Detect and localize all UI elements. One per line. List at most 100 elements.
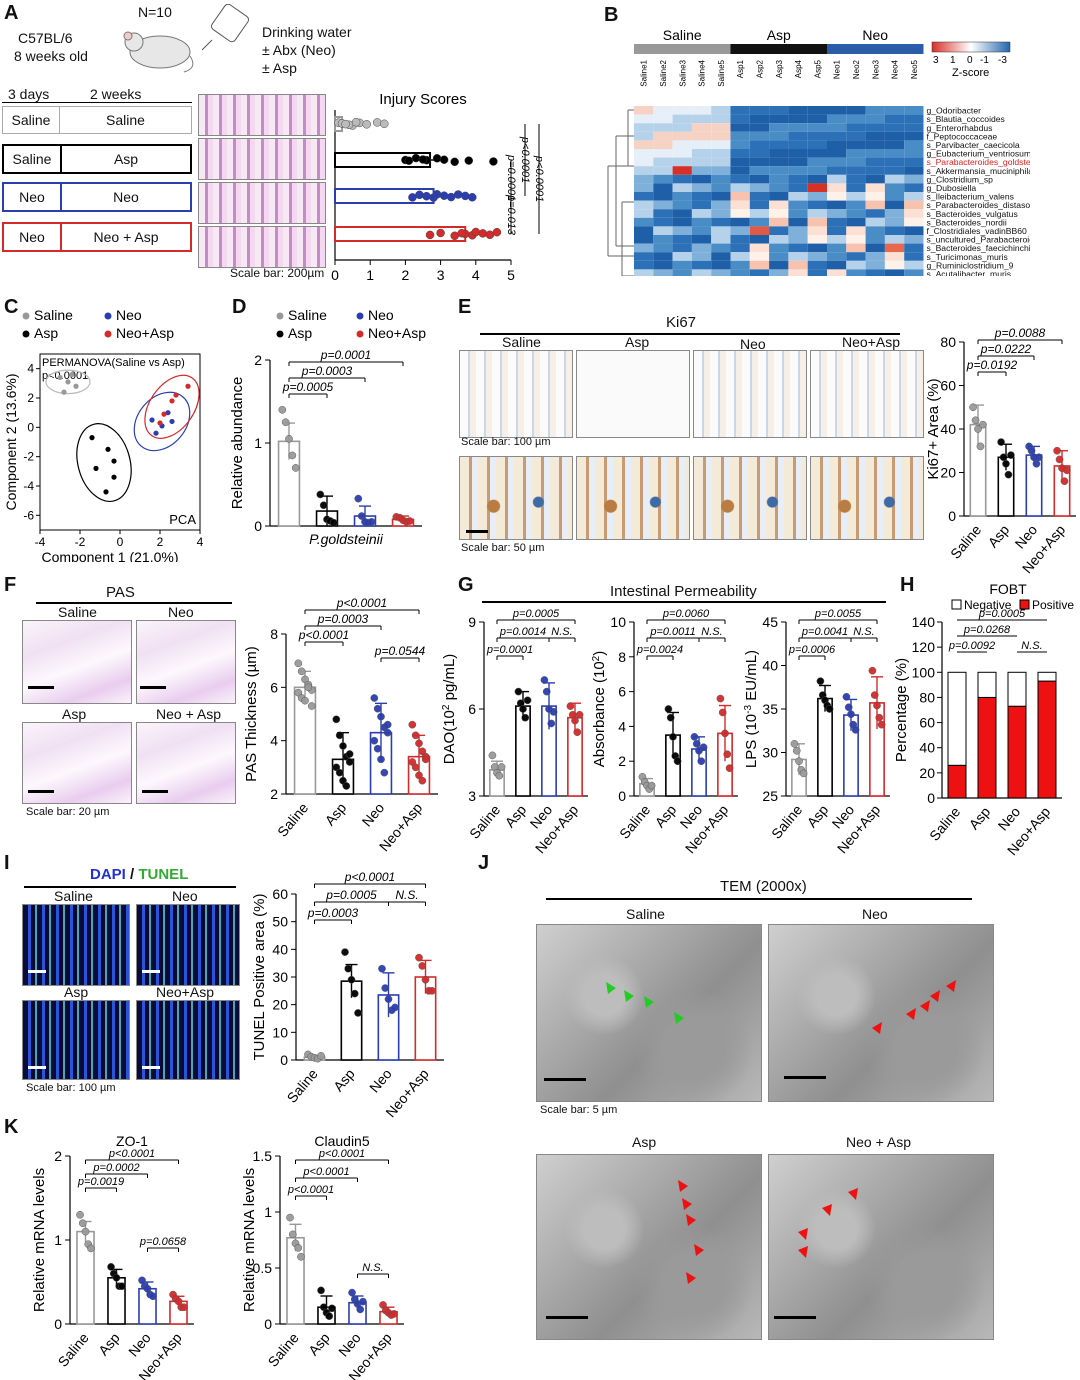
zscore-gradient — [931, 41, 1011, 53]
data-point — [418, 962, 427, 970]
heatmap-cell — [788, 235, 808, 244]
heatmap-cell — [846, 200, 866, 210]
heatmap-cell — [827, 192, 847, 201]
taxon-label: s_Parabacteroides_goldsteinii — [927, 157, 1031, 167]
data-point — [408, 720, 417, 729]
data-point — [377, 755, 385, 764]
y-label-sup: 2 — [441, 704, 452, 710]
heatmap-cell — [807, 260, 827, 270]
data-point — [421, 975, 430, 984]
data-point — [78, 1219, 87, 1228]
zscore-label: Z-score — [952, 67, 989, 79]
x-tick-label: Saline — [616, 801, 653, 841]
heatmap-cell — [672, 149, 692, 158]
heatmap-cell — [904, 106, 924, 115]
heatmap-cell — [865, 131, 885, 141]
permeability-title: Intestinal Permeability — [610, 583, 757, 600]
data-point — [359, 1297, 367, 1306]
heatmap-cell — [691, 243, 712, 253]
tunel-scale: Scale bar: 100 µm — [26, 1082, 116, 1094]
panel-label-j: J — [478, 852, 490, 874]
sig-label: p=0.0268 — [963, 624, 1011, 636]
heatmap-cell — [769, 226, 789, 235]
heatmap-cell — [730, 269, 750, 276]
sig-label: p=0.0658 — [139, 1236, 187, 1248]
heatmap-cell — [865, 252, 885, 261]
y-tick-label: 0 — [54, 1316, 62, 1332]
heatmap-cell — [672, 217, 692, 227]
green-arrow-icons — [606, 982, 684, 1024]
data-point — [87, 1244, 95, 1253]
heatmap-cell — [865, 209, 885, 218]
group-first: Neo — [4, 184, 62, 210]
data-point — [411, 731, 420, 740]
data-point — [523, 696, 532, 705]
heatmap-cell — [827, 252, 847, 261]
legend-swatch — [1019, 599, 1030, 610]
y-tick-label: 20 — [919, 765, 935, 781]
sample-label: Asp5 — [813, 59, 822, 78]
heatmap-cell — [904, 235, 924, 244]
taxon-label: g_Dubosiella — [927, 183, 977, 193]
panel-label-c: C — [4, 296, 19, 318]
bar-positive — [1037, 680, 1057, 799]
data-point — [405, 517, 414, 525]
y-tick-label: 40 — [919, 740, 935, 756]
sig-label: p=0.0003 — [301, 364, 353, 378]
data-point — [870, 691, 879, 699]
data-point — [316, 490, 325, 499]
panel-label-d: D — [232, 296, 247, 318]
he-image-asp — [198, 138, 326, 180]
group-second: Neo — [113, 189, 139, 205]
heatmap-cell — [672, 166, 692, 175]
y-tick-label: 0 — [618, 788, 626, 804]
heatmap-cell — [807, 252, 827, 261]
data-point — [356, 1305, 365, 1314]
he-image-saline — [198, 94, 326, 136]
y-tick-label: 140 — [912, 614, 936, 630]
data-point — [690, 732, 699, 741]
data-point — [418, 155, 428, 164]
heatmap-cell — [904, 252, 924, 261]
data-point — [669, 732, 677, 741]
data-point — [666, 713, 675, 722]
heatmap-cell — [653, 243, 673, 253]
data-point — [428, 986, 436, 995]
data-point — [153, 430, 159, 436]
tunel-label-neo: Neo — [172, 888, 198, 904]
data-point — [107, 1263, 115, 1271]
heatmap-cell — [672, 174, 692, 184]
data-point — [339, 742, 347, 750]
data-point — [547, 719, 556, 728]
group-box-saline: Saline Saline — [2, 106, 192, 134]
he-image-neo — [198, 182, 326, 224]
data-point — [540, 676, 549, 684]
heatmap-cell — [904, 209, 924, 218]
y-tick-label: -2 — [23, 450, 34, 464]
heatmap-cell — [711, 123, 731, 132]
heatmap-cell — [634, 131, 654, 141]
data-point — [304, 683, 313, 692]
heatmap-cell — [691, 131, 712, 141]
data-point — [790, 739, 799, 748]
scale-bar-line — [546, 1316, 588, 1319]
heatmap-cell — [730, 131, 750, 141]
heatmap-cell — [711, 157, 731, 167]
heatmap-cell — [711, 140, 731, 149]
heatmap-cell — [711, 106, 731, 115]
data-point — [999, 453, 1008, 462]
y-label-sup: 2 — [591, 655, 602, 661]
ki67-scale-2: Scale bar: 50 µm — [461, 542, 545, 554]
sample-size: N=10 — [138, 4, 172, 20]
data-point — [418, 776, 427, 785]
data-point — [288, 1230, 297, 1239]
taxon-label: s_Ileibacterium_valens — [927, 192, 1014, 202]
heatmap-cell — [653, 183, 673, 192]
data-point — [979, 420, 987, 429]
x-tick-label: Saline — [284, 1065, 321, 1105]
heatmap-cell — [711, 166, 731, 175]
data-point — [492, 227, 502, 237]
water-line-1: Drinking water — [262, 24, 352, 40]
heatmap-cell — [749, 192, 770, 201]
y-label-part: ) — [591, 651, 608, 656]
